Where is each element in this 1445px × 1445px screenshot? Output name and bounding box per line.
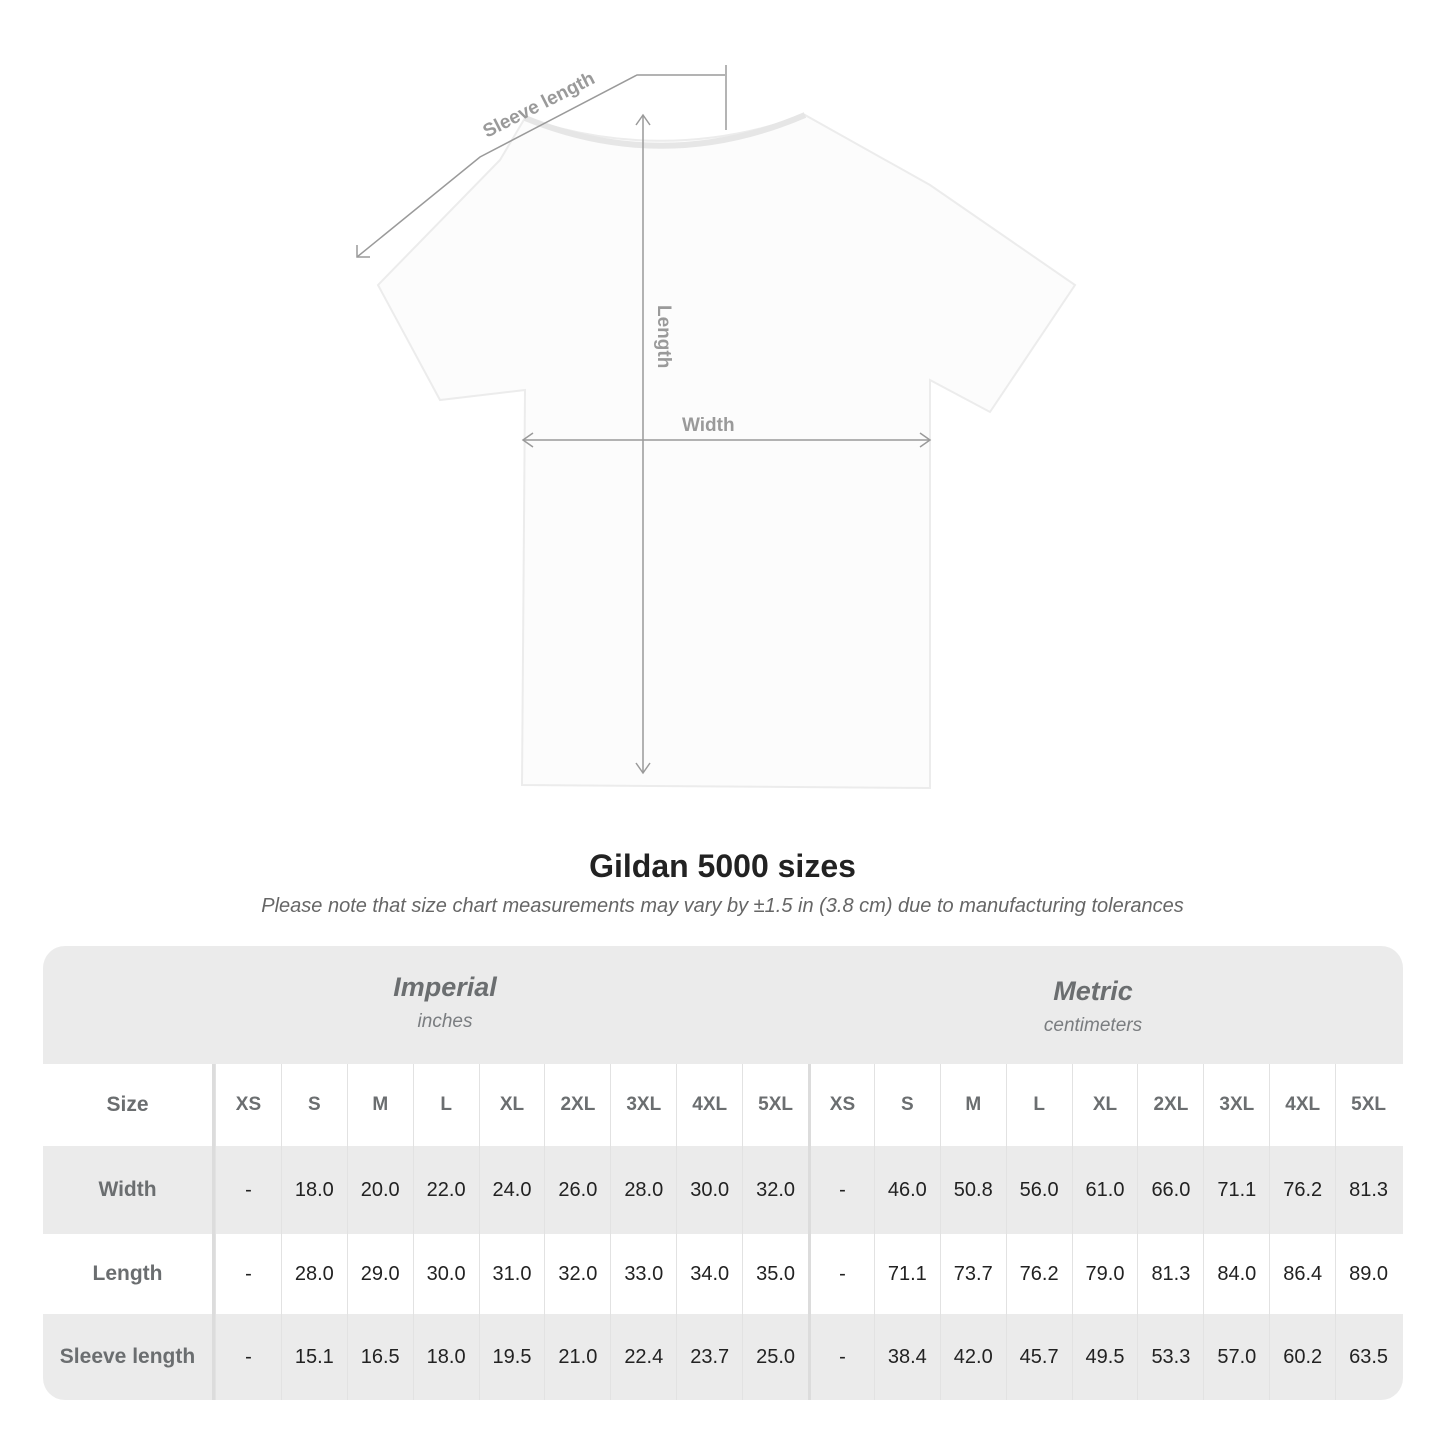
row-label: Width — [43, 1146, 215, 1234]
table-header: Imperial inches Metric centimeters — [43, 946, 1403, 1064]
metric-unit: centimeters — [1043, 1015, 1143, 1036]
imperial-size-2xl: 2XL — [544, 1064, 610, 1146]
imperial-size-4xl: 4XL — [676, 1064, 742, 1146]
metric-value: 81.3 — [1335, 1146, 1401, 1234]
metric-value: 42.0 — [939, 1314, 1006, 1400]
imperial-size-l: L — [412, 1064, 479, 1146]
row-label: Sleeve length — [43, 1314, 215, 1400]
imperial-value: 31.0 — [478, 1234, 545, 1314]
imperial-value: 16.5 — [346, 1314, 413, 1400]
imperial-value: - — [215, 1314, 281, 1400]
imperial-size-xs: XS — [215, 1064, 281, 1146]
imperial-value: 24.0 — [478, 1146, 545, 1234]
metric-value: 46.0 — [873, 1146, 940, 1234]
imperial-value: 28.0 — [610, 1146, 676, 1234]
metric-size-m: M — [939, 1064, 1006, 1146]
metric-value: 66.0 — [1137, 1146, 1203, 1234]
metric-value: 45.7 — [1005, 1314, 1072, 1400]
imperial-value: 30.0 — [676, 1146, 742, 1234]
imperial-value: 33.0 — [610, 1234, 676, 1314]
size-header-row: Size XS S M L XL 2XL 3XL 4XL 5XL XS S M L XL 2XL 3XL 4XL 5… — [43, 1064, 1403, 1146]
tshirt-collar — [523, 112, 807, 149]
metric-title: Metric — [1053, 976, 1133, 1006]
metric-value: - — [808, 1314, 874, 1400]
imperial-value: 35.0 — [742, 1234, 808, 1314]
metric-size-4xl: 4XL — [1269, 1064, 1335, 1146]
metric-value: 89.0 — [1335, 1234, 1401, 1314]
imperial-size-xl: XL — [478, 1064, 545, 1146]
metric-size-xs: XS — [808, 1064, 874, 1146]
row-label: Length — [43, 1234, 215, 1314]
metric-value: 76.2 — [1269, 1146, 1335, 1234]
imperial-size-m: M — [346, 1064, 413, 1146]
length-label: Length — [653, 305, 674, 368]
metric-value: 81.3 — [1137, 1234, 1203, 1314]
metric-value: 63.5 — [1335, 1314, 1401, 1400]
imperial-value: - — [215, 1146, 281, 1234]
imperial-value: 20.0 — [346, 1146, 413, 1234]
metric-size-l: L — [1005, 1064, 1072, 1146]
metric-size-2xl: 2XL — [1137, 1064, 1203, 1146]
imperial-value: 26.0 — [544, 1146, 610, 1234]
metric-value: 49.5 — [1071, 1314, 1138, 1400]
metric-value: 60.2 — [1269, 1314, 1335, 1400]
metric-value: 38.4 — [873, 1314, 940, 1400]
metric-size-3xl: 3XL — [1203, 1064, 1269, 1146]
metric-value: 61.0 — [1071, 1146, 1138, 1234]
imperial-value: 21.0 — [544, 1314, 610, 1400]
imperial-value: 22.4 — [610, 1314, 676, 1400]
metric-value: - — [808, 1234, 874, 1314]
imperial-value: 18.0 — [412, 1314, 479, 1400]
imperial-value: 23.7 — [676, 1314, 742, 1400]
imperial-size-s: S — [280, 1064, 347, 1146]
metric-value: 50.8 — [939, 1146, 1006, 1234]
imperial-value: 34.0 — [676, 1234, 742, 1314]
metric-size-5xl: 5XL — [1335, 1064, 1401, 1146]
imperial-value: 18.0 — [280, 1146, 347, 1234]
tshirt-diagram: Sleeve length Length Width — [356, 65, 1077, 790]
metric-value: 71.1 — [873, 1234, 940, 1314]
imperial-value: 30.0 — [412, 1234, 479, 1314]
table-row: Sleeve length -15.1 16.5 18.0 19.5 21.0 22.4 23… — [43, 1314, 1403, 1400]
imperial-value: 32.0 — [742, 1146, 808, 1234]
tolerance-note: Please note that size chart measurements… — [261, 895, 1184, 917]
size-table: Imperial inches Metric centimeters Size X… — [43, 946, 1403, 1400]
metric-size-s: S — [873, 1064, 940, 1146]
imperial-size-5xl: 5XL — [742, 1064, 808, 1146]
imperial-unit: inches — [417, 1011, 473, 1032]
metric-value: - — [808, 1146, 874, 1234]
table-row: Width -18.0 20.0 22.0 24.0 26.0 28.0 30.0 32.0-4… — [43, 1146, 1403, 1234]
metric-size-xl: XL — [1071, 1064, 1138, 1146]
imperial-title: Imperial — [393, 972, 497, 1002]
width-label: Width — [682, 415, 735, 436]
tshirt-shape — [376, 113, 1077, 790]
metric-value: 84.0 — [1203, 1234, 1269, 1314]
imperial-header: Imperial inches — [215, 972, 675, 1033]
metric-value: 76.2 — [1005, 1234, 1072, 1314]
imperial-value: 22.0 — [412, 1146, 479, 1234]
metric-value: 57.0 — [1203, 1314, 1269, 1400]
imperial-value: 15.1 — [280, 1314, 347, 1400]
imperial-value: - — [215, 1234, 281, 1314]
page-title: Gildan 5000 sizes — [589, 848, 856, 884]
sleeve-length-line — [356, 74, 725, 258]
imperial-size-3xl: 3XL — [610, 1064, 676, 1146]
imperial-value: 32.0 — [544, 1234, 610, 1314]
imperial-value: 29.0 — [346, 1234, 413, 1314]
metric-value: 71.1 — [1203, 1146, 1269, 1234]
metric-value: 56.0 — [1005, 1146, 1072, 1234]
metric-value: 73.7 — [939, 1234, 1006, 1314]
size-label: Size — [43, 1064, 215, 1146]
imperial-value: 19.5 — [478, 1314, 545, 1400]
imperial-value: 25.0 — [742, 1314, 808, 1400]
metric-header: Metric centimeters — [843, 976, 1343, 1037]
metric-value: 53.3 — [1137, 1314, 1203, 1400]
metric-value: 86.4 — [1269, 1234, 1335, 1314]
metric-value: 79.0 — [1071, 1234, 1138, 1314]
imperial-value: 28.0 — [280, 1234, 347, 1314]
table-row: Length -28.0 29.0 30.0 31.0 32.0 33.0 34.0 35.0-… — [43, 1234, 1403, 1314]
